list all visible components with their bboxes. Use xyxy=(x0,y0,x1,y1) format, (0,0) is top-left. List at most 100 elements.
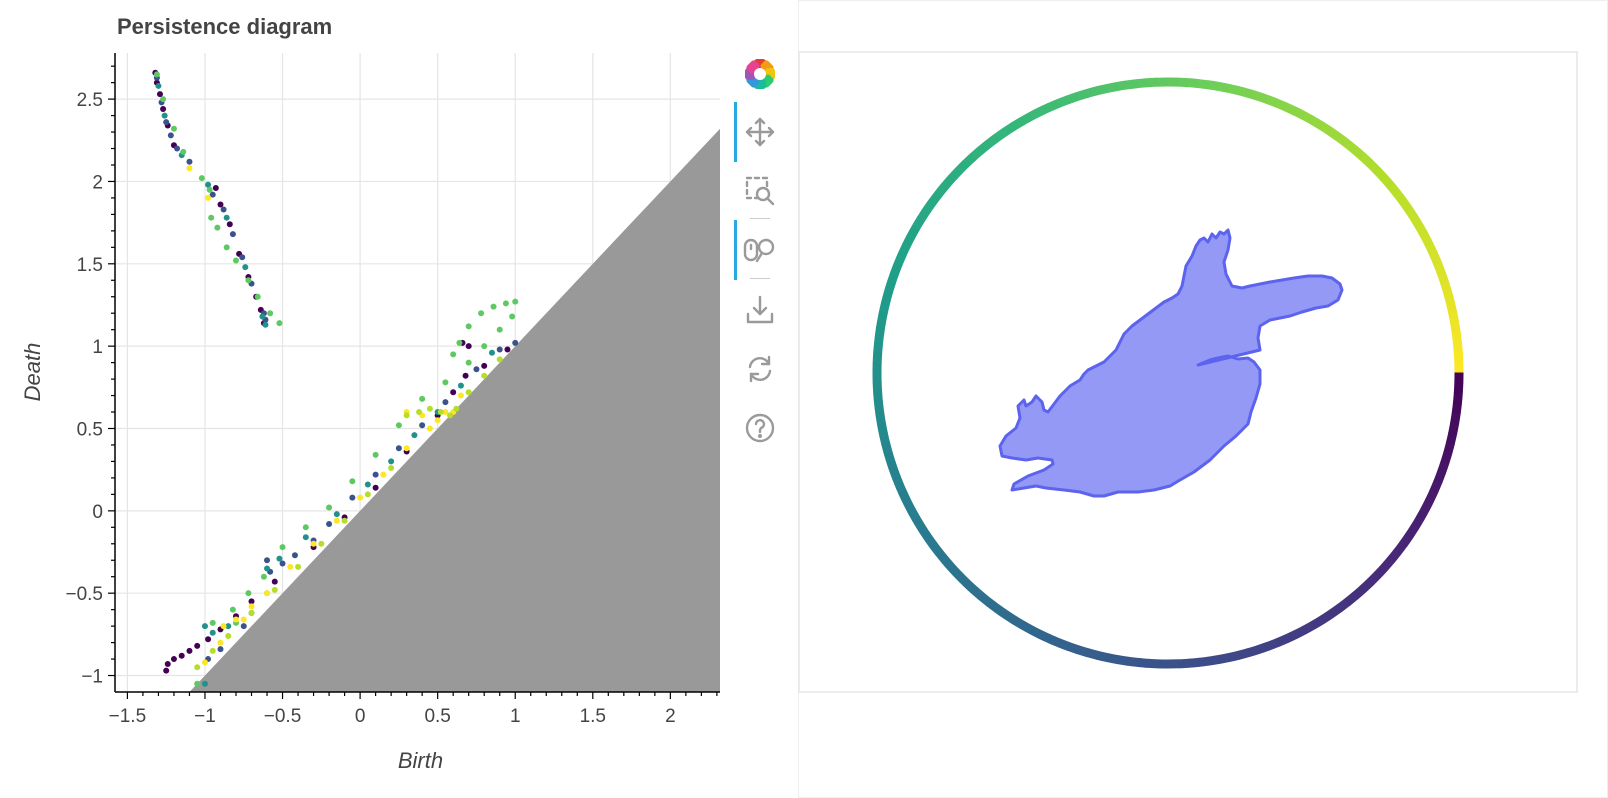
ring-segment xyxy=(1450,321,1461,334)
ring-segment xyxy=(1440,281,1453,295)
data-point xyxy=(302,534,309,541)
data-point xyxy=(223,244,230,251)
data-point xyxy=(260,573,267,580)
data-point xyxy=(205,194,212,201)
data-point xyxy=(186,165,193,172)
data-point xyxy=(186,158,193,165)
data-point xyxy=(442,399,449,406)
data-point xyxy=(357,494,364,501)
data-point xyxy=(388,458,395,465)
ring-segment xyxy=(1265,638,1280,651)
data-point xyxy=(245,277,252,284)
data-point xyxy=(194,680,201,687)
y-tick-label: −0.5 xyxy=(65,584,103,605)
data-point xyxy=(318,540,325,547)
reset-icon[interactable] xyxy=(738,347,782,391)
ring-segment xyxy=(1293,625,1308,639)
shape-view-plot[interactable] xyxy=(798,0,1608,798)
data-point xyxy=(437,409,444,416)
data-point xyxy=(276,320,283,327)
data-point xyxy=(217,201,224,208)
axes: −1.5 −1 −0.5 0 0.5 1 1.5 2 −1 −0.5 0 0.5 1 1.5 2 2.5 xyxy=(65,53,720,727)
ring-segment xyxy=(890,262,903,276)
ring-segment xyxy=(1437,461,1450,475)
plot-toolbar xyxy=(734,52,782,452)
data-point xyxy=(167,132,174,139)
ring-segment xyxy=(994,604,1009,619)
ring-segment xyxy=(1217,653,1230,665)
ring-segment xyxy=(1066,91,1080,104)
data-point xyxy=(512,298,519,305)
data-point xyxy=(225,623,232,630)
save-icon[interactable] xyxy=(738,288,782,332)
pan-active-indicator xyxy=(734,102,737,162)
ring-segment xyxy=(1410,515,1425,530)
data-point xyxy=(395,422,402,429)
data-point xyxy=(478,310,485,317)
data-point xyxy=(473,366,480,373)
box-zoom-icon[interactable] xyxy=(738,169,782,213)
ring-segment xyxy=(902,498,916,513)
ring-segment xyxy=(1319,122,1334,136)
bokeh-logo-icon[interactable] xyxy=(738,52,782,96)
data-point xyxy=(248,598,255,605)
data-point xyxy=(426,405,433,412)
ring-segment xyxy=(970,585,985,600)
ring-segment xyxy=(1433,470,1446,484)
ring-segment xyxy=(1227,650,1240,663)
ring-segment xyxy=(1452,341,1463,354)
ring-segment xyxy=(1416,507,1430,521)
ring-segment xyxy=(873,342,884,354)
ring-segment xyxy=(1302,111,1316,125)
y-tick-label: 1.5 xyxy=(77,255,103,276)
ring-segment xyxy=(886,271,899,285)
ring-segment xyxy=(1086,86,1099,98)
data-point xyxy=(326,521,333,528)
persistence-diagram-panel: Persistence diagram −1.5 −1 −0.5 0 0.5 1 1.5 2−… xyxy=(0,0,780,798)
wheel-zoom-icon[interactable] xyxy=(738,228,782,272)
ring-segment xyxy=(1451,402,1462,415)
ring-segment xyxy=(1106,653,1119,665)
data-point xyxy=(163,119,170,126)
data-point xyxy=(170,656,177,663)
ring-segment xyxy=(893,252,907,267)
ring-segment xyxy=(878,432,891,445)
y-tick-label: 1 xyxy=(92,337,103,358)
ring-segment xyxy=(1380,556,1395,571)
ring-segment xyxy=(1415,224,1429,239)
data-point xyxy=(395,445,402,452)
ring-segment xyxy=(1440,451,1453,465)
ring-segment xyxy=(1380,174,1395,189)
pan-icon[interactable] xyxy=(738,110,782,154)
ring-segment xyxy=(928,191,943,206)
ring-segment xyxy=(911,216,926,231)
ring-segment xyxy=(1445,301,1458,314)
ring-segment xyxy=(1019,112,1034,126)
data-point xyxy=(447,412,454,419)
toolbar-separator xyxy=(750,278,770,279)
ring-segment xyxy=(1116,655,1129,666)
data-point xyxy=(201,659,208,666)
ring-segment xyxy=(1237,648,1250,660)
data-point xyxy=(248,603,255,610)
data-point xyxy=(380,471,387,478)
ring-segment xyxy=(1310,116,1325,131)
data-point xyxy=(254,293,261,300)
data-point xyxy=(264,590,271,597)
data-point xyxy=(178,652,185,659)
data-point xyxy=(364,481,371,488)
data-point xyxy=(349,478,356,485)
help-icon[interactable] xyxy=(738,406,782,450)
wheel-zoom-active-indicator xyxy=(734,220,737,280)
data-point xyxy=(496,326,503,333)
data-point xyxy=(217,639,224,646)
data-point xyxy=(160,105,167,112)
ring-segment xyxy=(1146,77,1159,88)
ring-segment xyxy=(1284,630,1299,643)
ring-segment xyxy=(1187,657,1200,668)
data-point xyxy=(233,616,239,623)
data-point xyxy=(310,540,317,547)
ring-segment xyxy=(875,321,886,334)
persistence-diagram-plot[interactable]: −1.5 −1 −0.5 0 0.5 1 1.5 2 −1 −0.5 0 0.5 1 1.5 2 2.5 Bi… xyxy=(0,0,780,798)
data-point xyxy=(481,362,488,369)
